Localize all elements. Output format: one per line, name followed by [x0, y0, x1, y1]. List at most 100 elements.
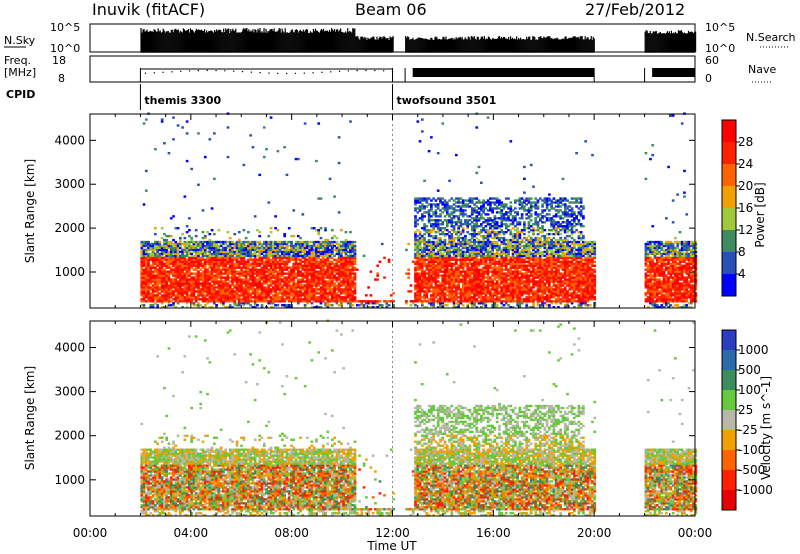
echo-cell — [346, 250, 350, 254]
echo-cell — [281, 278, 284, 281]
echo-cell — [151, 272, 155, 275]
nsky-bar — [449, 38, 451, 52]
echo-cell — [418, 260, 422, 263]
echo-cell — [147, 262, 150, 265]
echo-cell — [276, 278, 280, 281]
nsky-bar — [493, 39, 496, 52]
echo-cell — [489, 217, 492, 220]
echo-cell — [181, 252, 184, 256]
echo-cell — [330, 272, 334, 275]
nsky-bar — [360, 36, 362, 52]
echo-cell — [274, 274, 277, 277]
echo-cell — [441, 207, 445, 210]
echo-cell — [477, 258, 481, 261]
echo-cell — [319, 268, 323, 271]
echo-cell — [439, 282, 442, 285]
echo-cell — [353, 254, 357, 258]
nsky-bar — [224, 32, 226, 52]
echo-cell — [188, 272, 191, 275]
echo-cell — [213, 248, 216, 252]
echo-cell — [317, 248, 321, 252]
echo-cell — [344, 242, 348, 246]
echo-cell — [262, 282, 266, 285]
echo-cell — [321, 260, 325, 263]
echo-cell — [283, 252, 287, 256]
echo-cell — [172, 292, 175, 295]
nsky-bar — [280, 32, 282, 52]
echo-cell — [158, 256, 162, 260]
echo-cell — [249, 298, 252, 301]
echo-cell — [181, 258, 184, 261]
echo-cell — [156, 294, 159, 297]
echo-cell — [158, 254, 162, 258]
echo-cell — [160, 248, 164, 252]
echo-cell — [231, 256, 234, 260]
echo-cell — [308, 270, 311, 273]
echo-cell — [188, 260, 191, 263]
echo-cell — [176, 124, 180, 127]
echo-cell — [185, 298, 189, 301]
echo-cell — [416, 268, 420, 271]
echo-cell — [418, 264, 422, 267]
echo-cell — [337, 288, 341, 291]
echo-cell — [276, 250, 280, 254]
echo-cell — [317, 232, 321, 236]
echo-cell — [340, 264, 343, 267]
echo-cell — [287, 274, 291, 277]
echo-cell — [233, 298, 237, 301]
echo-cell — [249, 268, 252, 271]
echo-cell — [317, 300, 321, 303]
echo-cell — [203, 284, 207, 287]
echo-cell — [315, 280, 318, 283]
nsky-bar — [378, 38, 380, 52]
echo-cell — [340, 254, 343, 258]
echo-cell — [281, 266, 284, 269]
echo-cell — [292, 246, 296, 250]
echo-cell — [199, 260, 203, 263]
echo-cell — [443, 199, 447, 202]
echo-cell — [414, 252, 417, 256]
echo-cell — [290, 288, 293, 291]
echo-cell — [208, 290, 212, 293]
echo-cell — [192, 282, 196, 285]
nsky-bar — [555, 38, 557, 52]
echo-cell — [215, 290, 218, 293]
echo-cell — [154, 227, 157, 230]
nsky-bar — [474, 38, 476, 52]
echo-cell — [278, 270, 282, 273]
echo-cell — [355, 300, 359, 303]
echo-cell — [240, 272, 243, 275]
echo-cell — [169, 242, 173, 246]
echo-cell — [215, 294, 218, 297]
echo-cell — [197, 288, 200, 291]
echo-cell — [308, 290, 311, 293]
echo-cell — [169, 296, 173, 299]
nsky-bar — [343, 32, 345, 52]
echo-cell — [340, 270, 343, 273]
echo-cell — [217, 292, 221, 295]
echo-cell — [461, 250, 465, 254]
echo-cell — [301, 264, 305, 267]
echo-cell — [420, 250, 424, 254]
echo-cell — [351, 282, 355, 285]
echo-cell — [387, 258, 391, 261]
echo-cell — [256, 268, 259, 271]
echo-cell — [312, 266, 316, 269]
echo-cell — [176, 298, 180, 301]
echo-cell — [423, 254, 426, 258]
echo-cell — [258, 264, 262, 267]
echo-cell — [337, 264, 341, 267]
echo-cell — [312, 248, 316, 252]
echo-cell — [296, 292, 300, 295]
echo-cell — [169, 254, 173, 258]
echo-cell — [267, 296, 271, 299]
nsky-bar — [507, 36, 510, 52]
echo-cell — [294, 288, 298, 291]
echo-cell — [414, 284, 417, 287]
echo-cell — [299, 280, 302, 283]
echo-cell — [378, 260, 382, 263]
echo-cell — [416, 278, 420, 281]
echo-cell — [292, 288, 296, 291]
echo-cell — [199, 258, 203, 261]
echo-cell — [479, 223, 483, 226]
